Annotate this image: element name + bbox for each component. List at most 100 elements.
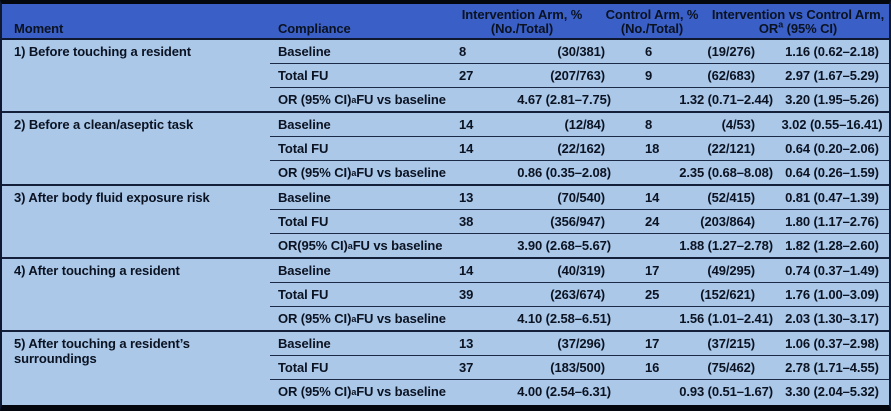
or-label-pre: OR (95% CI) <box>278 311 352 326</box>
compliance-label-or-fu-vs-baseline: OR (95% CI) a FU vs baseline <box>278 311 446 326</box>
header-or-post: (95% CI) <box>783 20 838 36</box>
intervention-fraction: (37/296) <box>557 336 605 351</box>
control-pct: 18 <box>645 141 660 156</box>
control-pct: 17 <box>645 263 660 278</box>
header-compliance: Compliance <box>278 20 351 36</box>
intervention-cell: 8 (30/381) <box>447 40 617 64</box>
table-header-row: Moment Compliance Intervention Arm, % (N… <box>2 4 889 40</box>
header-or-pre: OR <box>758 20 779 36</box>
header-intervention-line2: (No./Total) <box>490 20 554 36</box>
intervention-or-cell: 4.10 (2.58–6.51) <box>517 311 611 326</box>
header-or-line1: Intervention vs Control Arm, <box>711 7 885 22</box>
or-label-post: FU vs baseline <box>356 311 446 326</box>
intervention-cell: 13 (70/540) <box>447 186 617 210</box>
control-pct: 14 <box>645 190 660 205</box>
or-cell: 0.64 (0.26–1.59) <box>785 165 879 180</box>
header-or-column: Intervention vs Control Arm, ORa (95% CI… <box>707 8 889 38</box>
or-cell: 1.76 (1.00–3.09) <box>775 283 889 307</box>
compliance-label-total-fu: Total FU <box>270 137 447 161</box>
or-label-post: FU vs baseline <box>356 92 446 107</box>
or-label-post: FU vs baseline <box>356 165 446 180</box>
control-fraction: (37/215) <box>707 336 755 351</box>
header-or-line2: ORa (95% CI) <box>707 19 889 36</box>
or-cell: 0.64 (0.20–2.06) <box>775 137 889 161</box>
intervention-fraction: (356/947) <box>550 214 605 229</box>
control-cell: 18 (22/121) <box>617 137 775 161</box>
intervention-pct: 8 <box>459 44 467 59</box>
control-fraction: (152/621) <box>700 287 755 302</box>
header-control-arm: Control Arm, % (No./Total) <box>597 8 707 38</box>
moment-block-2: 2) Before a clean/aseptic task Baseline … <box>2 113 889 186</box>
control-cell: 17 (49/295) <box>617 259 775 283</box>
control-fraction: (22/121) <box>707 141 755 156</box>
intervention-pct: 27 <box>459 68 474 83</box>
header-control-line1: Control Arm, % <box>605 7 699 22</box>
compliance-label-or-fu-vs-baseline: OR(95% CI) a FU vs baseline <box>278 238 443 253</box>
intervention-pct: 39 <box>459 287 474 302</box>
intervention-pct: 14 <box>459 117 474 132</box>
compliance-label-baseline: Baseline <box>270 113 447 137</box>
control-cell: 6 (19/276) <box>617 40 775 64</box>
or-cell: 2.03 (1.30–3.17) <box>785 311 879 326</box>
or-cell: 1.82 (1.28–2.60) <box>785 238 879 253</box>
or-cell: 3.20 (1.95–5.26) <box>785 92 879 107</box>
intervention-pct: 13 <box>459 190 474 205</box>
or-cell: 3.30 (2.04–5.32) <box>785 384 879 399</box>
compliance-label-or-fu-vs-baseline: OR (95% CI) a FU vs baseline <box>278 384 446 399</box>
control-or-cell: 0.93 (0.51–1.67) <box>679 384 773 399</box>
control-fraction: (75/462) <box>707 360 755 375</box>
header-control-line2: (No./Total) <box>620 20 684 36</box>
header-intervention-arm: Intervention Arm, % (No./Total) <box>447 8 597 38</box>
intervention-fraction: (263/674) <box>550 287 605 302</box>
control-pct: 6 <box>645 44 653 59</box>
intervention-or-cell: 3.90 (2.68–5.67) <box>517 238 611 253</box>
control-pct: 9 <box>645 68 653 83</box>
intervention-pct: 13 <box>459 336 474 351</box>
compliance-label-total-fu: Total FU <box>270 64 447 88</box>
or-label-pre: OR (95% CI) <box>278 92 352 107</box>
intervention-cell: 13 (37/296) <box>447 332 617 356</box>
control-or-cell: 1.56 (1.01–2.41) <box>679 311 773 326</box>
control-cell: 16 (75/462) <box>617 356 775 380</box>
compliance-label-total-fu: Total FU <box>270 210 447 234</box>
control-fraction: (19/276) <box>707 44 755 59</box>
control-fraction: (62/683) <box>707 68 755 83</box>
compliance-label-total-fu: Total FU <box>270 283 447 307</box>
intervention-cell: 14 (40/319) <box>447 259 617 283</box>
moment-label: 3) After body fluid exposure risk <box>14 190 210 205</box>
header-intervention-line1: Intervention Arm, % <box>461 7 583 22</box>
or-cell: 0.81 (0.47–1.39) <box>775 186 889 210</box>
intervention-pct: 14 <box>459 263 474 278</box>
moment-label: 5) After touching a resident’s surroundi… <box>14 336 190 366</box>
control-pct: 25 <box>645 287 660 302</box>
or-label-pre: OR(95% CI) <box>278 238 348 253</box>
moment-label: 1) Before touching a resident <box>14 44 191 59</box>
or-cell: 1.16 (0.62–2.18) <box>775 40 889 64</box>
control-cell: 9 (62/683) <box>617 64 775 88</box>
moment-block-5: 5) After touching a resident’s surroundi… <box>2 332 889 405</box>
control-fraction: (203/864) <box>700 214 755 229</box>
or-cell: 2.97 (1.67–5.29) <box>775 64 889 88</box>
control-or-cell: 1.32 (0.71–2.44) <box>679 92 773 107</box>
control-cell: 24 (203/864) <box>617 210 775 234</box>
control-pct: 24 <box>645 214 660 229</box>
compliance-label-baseline: Baseline <box>270 186 447 210</box>
control-fraction: (4/53) <box>721 117 755 132</box>
intervention-fraction: (12/84) <box>564 117 606 132</box>
compliance-label-or-fu-vs-baseline: OR (95% CI) a FU vs baseline <box>278 165 446 180</box>
control-pct: 8 <box>645 117 653 132</box>
or-cell: 1.06 (0.37–2.98) <box>775 332 889 356</box>
control-or-cell: 2.35 (0.68–8.08) <box>679 165 773 180</box>
intervention-fraction: (30/381) <box>557 44 605 59</box>
moment-block-1: 1) Before touching a resident Baseline 8… <box>2 40 889 113</box>
intervention-cell: 38 (356/947) <box>447 210 617 234</box>
header-or-footnote-marker: a <box>778 19 784 30</box>
intervention-pct: 14 <box>459 141 474 156</box>
compliance-label-or-fu-vs-baseline: OR (95% CI) a FU vs baseline <box>278 92 446 107</box>
moment-label: 2) Before a clean/aseptic task <box>14 117 194 132</box>
intervention-or-cell: 4.67 (2.81–7.75) <box>517 92 611 107</box>
compliance-label-baseline: Baseline <box>270 259 447 283</box>
header-moment: Moment <box>14 20 64 36</box>
control-cell: 17 (37/215) <box>617 332 775 356</box>
